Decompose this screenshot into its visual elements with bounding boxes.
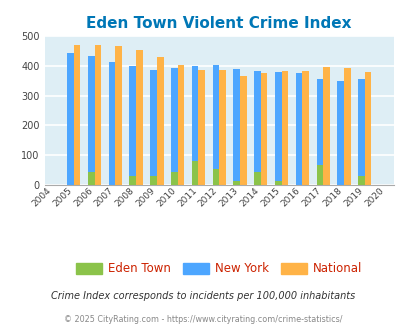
Bar [212,169,219,185]
Bar [191,66,198,185]
Bar [74,45,80,185]
Bar [109,62,115,185]
Bar [233,181,239,185]
Text: © 2025 CityRating.com - https://www.cityrating.com/crime-statistics/: © 2025 CityRating.com - https://www.city… [64,315,341,324]
Bar [295,73,302,185]
Bar [171,172,177,185]
Bar [212,65,219,185]
Bar [156,57,163,185]
Bar [239,76,246,185]
Bar [254,71,260,185]
Bar [233,69,239,185]
Bar [281,71,288,185]
Bar [254,172,260,185]
Bar [316,79,322,185]
Bar [357,79,364,185]
Bar [171,68,177,185]
Bar [87,172,94,185]
Bar [191,161,198,185]
Bar [337,81,343,185]
Bar [94,45,101,185]
Bar [129,177,136,185]
Bar [322,68,329,185]
Bar [115,47,122,185]
Bar [357,176,364,185]
Legend: Eden Town, New York, National: Eden Town, New York, National [72,257,366,280]
Bar [343,68,350,185]
Bar [260,74,267,185]
Bar [198,70,205,185]
Bar [67,52,74,185]
Bar [129,66,136,185]
Bar [219,70,225,185]
Bar [364,72,371,185]
Bar [150,176,156,185]
Bar [302,71,308,185]
Text: Crime Index corresponds to incidents per 100,000 inhabitants: Crime Index corresponds to incidents per… [51,291,354,301]
Title: Eden Town Violent Crime Index: Eden Town Violent Crime Index [86,16,351,31]
Bar [274,72,281,185]
Bar [177,65,184,185]
Bar [136,50,143,185]
Bar [274,181,281,185]
Bar [87,56,94,185]
Bar [150,70,156,185]
Bar [316,165,322,185]
